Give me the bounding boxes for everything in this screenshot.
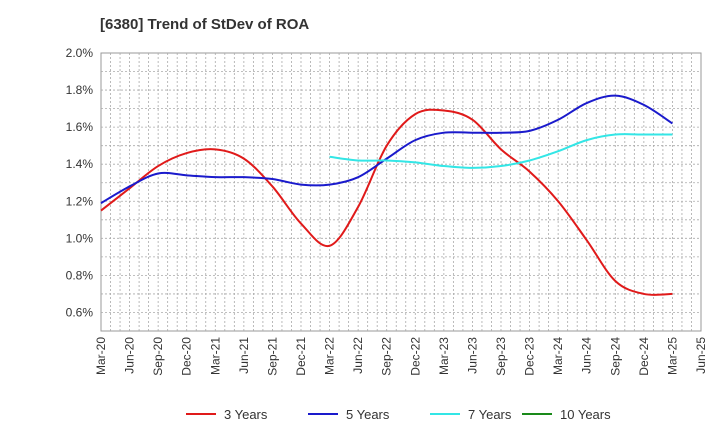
x-tick-label: Jun-20 <box>123 337 137 374</box>
x-tick-label: Jun-24 <box>580 337 594 374</box>
x-tick-label: Dec-20 <box>180 337 194 376</box>
legend: 3 Years 5 Years 7 Years 10 Years <box>186 407 611 422</box>
legend-label-4: 10 Years <box>560 407 611 422</box>
x-tick-label: Jun-25 <box>694 337 708 374</box>
x-tick-label: Jun-21 <box>237 337 251 374</box>
plot-frame <box>100 52 702 332</box>
x-tick-label: Mar-23 <box>437 337 451 375</box>
x-tick-label: Dec-24 <box>637 337 651 376</box>
x-tick-label: Sep-23 <box>494 337 508 376</box>
x-tick-label: Jun-23 <box>465 337 479 374</box>
x-tick-label: Jun-22 <box>351 337 365 374</box>
chart-title: [6380] Trend of StDev of ROA <box>100 16 309 33</box>
x-tick-label: Dec-23 <box>523 337 537 376</box>
y-tick-label: 1.8% <box>66 83 94 97</box>
x-tick-label: Mar-24 <box>551 337 565 375</box>
legend-label-3: 7 Years <box>468 407 512 422</box>
x-tick-label: Mar-20 <box>94 337 108 375</box>
legend-label-2: 5 Years <box>346 407 390 422</box>
series-group <box>100 94 673 296</box>
y-tick-label: 1.4% <box>66 157 94 171</box>
x-tick-label: Mar-25 <box>665 337 679 375</box>
grid <box>101 53 701 331</box>
x-tick-label: Sep-21 <box>265 337 279 376</box>
legend-label-1: 3 Years <box>224 407 268 422</box>
x-tick-label: Sep-24 <box>608 337 622 376</box>
y-tick-label: 1.6% <box>66 120 94 134</box>
y-tick-label: 0.6% <box>66 305 94 319</box>
y-tick-label: 1.2% <box>66 194 94 208</box>
y-tick-label: 0.8% <box>66 268 94 282</box>
series-line-2 <box>100 94 673 204</box>
y-axis: 0.6% 0.8% 1.0% 1.2% 1.4% 1.6% 1.8% 2.0% <box>66 46 94 319</box>
x-tick-label: Dec-22 <box>408 337 422 376</box>
x-tick-label: Sep-20 <box>151 337 165 376</box>
y-tick-label: 2.0% <box>66 46 94 60</box>
series-line-1 <box>100 108 673 296</box>
x-tick-label: Mar-21 <box>208 337 222 375</box>
series-line-3 <box>329 133 673 169</box>
y-tick-label: 1.0% <box>66 231 94 245</box>
x-tick-label: Mar-22 <box>323 337 337 375</box>
plot-area <box>100 52 702 332</box>
x-tick-label: Sep-22 <box>380 337 394 376</box>
x-tick-label: Dec-21 <box>294 337 308 376</box>
x-axis: Mar-20 Jun-20 Sep-20 Dec-20 Mar-21 Jun-21 Sep-… <box>94 337 708 376</box>
